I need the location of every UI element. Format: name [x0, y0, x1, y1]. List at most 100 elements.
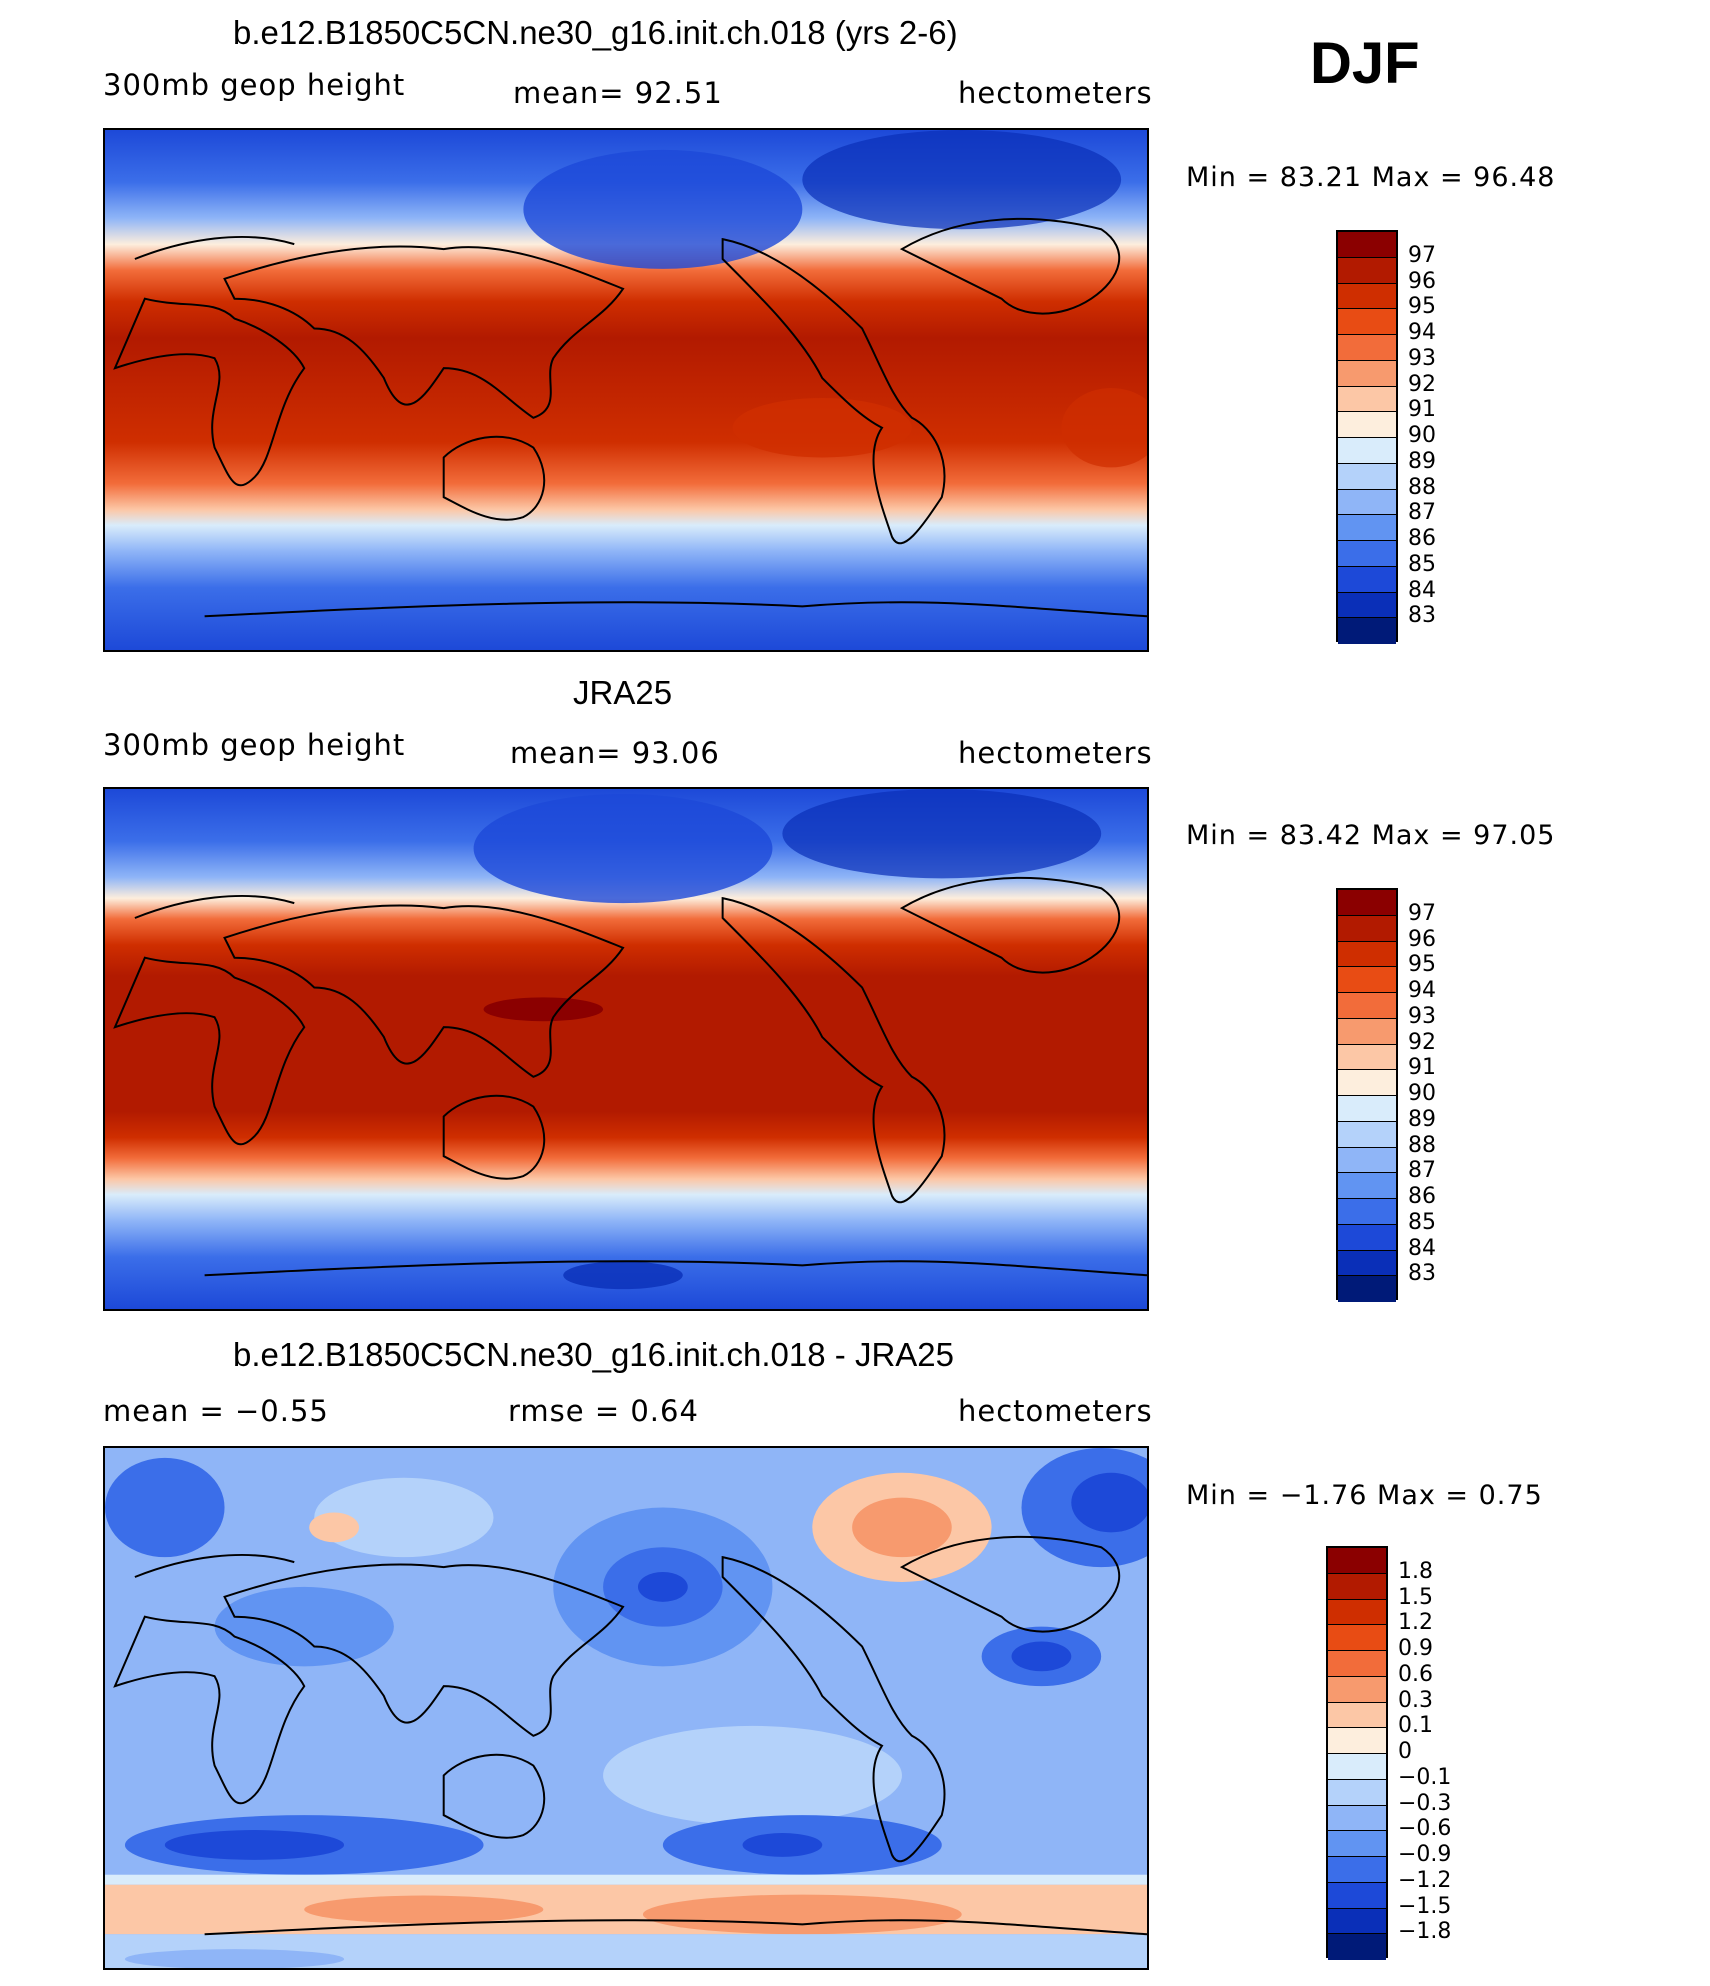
colorbar-swatch — [1338, 386, 1396, 413]
colorbar-tick-label: 86 — [1408, 526, 1436, 551]
colorbar-swatch — [1338, 1250, 1396, 1277]
colorbar-swatch — [1328, 1882, 1386, 1909]
colorbar-swatch — [1338, 1070, 1396, 1096]
colorbar-tick-label: −0.3 — [1398, 1790, 1452, 1816]
colorbar-swatch — [1338, 232, 1396, 258]
panel-2-colorbar — [1336, 888, 1398, 1302]
colorbar-swatch — [1328, 1754, 1386, 1780]
colorbar-tick-label: 92 — [1408, 371, 1436, 397]
colorbar-swatch — [1338, 566, 1396, 593]
colorbar-tick-label: 96 — [1408, 268, 1436, 294]
colorbar-swatch — [1338, 541, 1396, 567]
panel-1-title: b.e12.B1850C5CN.ne30_g16.init.ch.018 (yr… — [233, 14, 958, 51]
colorbar-swatch — [1338, 283, 1396, 310]
colorbar-tick-label: 96 — [1408, 926, 1436, 952]
panel-1-mean-label: mean= 92.51 — [513, 76, 723, 110]
colorbar-tick-label: 1.2 — [1398, 1610, 1433, 1636]
colorbar-swatch — [1338, 257, 1396, 284]
colorbar-tick-label: 84 — [1408, 1235, 1436, 1261]
colorbar-swatch — [1338, 438, 1396, 464]
colorbar-swatch — [1328, 1857, 1386, 1883]
colorbar-tick-label: 97 — [1408, 900, 1436, 926]
colorbar-swatch — [1328, 1625, 1386, 1651]
colorbar-tick-label: 88 — [1408, 474, 1436, 500]
colorbar-swatch — [1338, 515, 1396, 541]
colorbar-swatch — [1338, 1096, 1396, 1122]
colorbar-tick-label: 84 — [1408, 577, 1436, 603]
colorbar-swatch — [1338, 335, 1396, 361]
colorbar-swatch — [1328, 1599, 1386, 1626]
colorbar-swatch — [1338, 993, 1396, 1019]
colorbar-swatch — [1338, 1018, 1396, 1045]
panel-3-map — [103, 1446, 1149, 1970]
panel-2-units-label: hectometers — [958, 736, 1153, 770]
colorbar-swatch — [1328, 1573, 1386, 1600]
colorbar-swatch — [1338, 1147, 1396, 1174]
colorbar-swatch — [1328, 1651, 1386, 1677]
colorbar-swatch — [1328, 1908, 1386, 1935]
colorbar-tick-label: 89 — [1408, 448, 1436, 474]
colorbar-swatch — [1338, 489, 1396, 516]
panel-3-coastlines — [113, 1535, 1147, 1936]
colorbar-swatch — [1338, 915, 1396, 942]
panel-1-units-label: hectometers — [958, 76, 1153, 110]
colorbar-tick-label: 0.3 — [1398, 1687, 1433, 1713]
panel-1-variable-label: 300mb geop height — [103, 68, 406, 102]
panel-2-coastlines — [113, 876, 1147, 1277]
colorbar-tick-label: 90 — [1408, 1081, 1436, 1106]
colorbar-tick-label: 85 — [1408, 1209, 1436, 1235]
colorbar-swatch — [1338, 1044, 1396, 1071]
colorbar-swatch — [1338, 309, 1396, 335]
colorbar-tick-label: 83 — [1408, 1261, 1436, 1287]
colorbar-swatch — [1338, 463, 1396, 490]
panel-1-field — [105, 130, 1147, 650]
colorbar-swatch — [1328, 1805, 1386, 1832]
colorbar-swatch — [1328, 1702, 1386, 1729]
colorbar-swatch — [1338, 360, 1396, 387]
panel-1-map — [103, 128, 1149, 652]
panel-3-field — [105, 1448, 1147, 1968]
panel-2-mean-label: mean= 93.06 — [510, 736, 720, 770]
colorbar-swatch — [1328, 1934, 1386, 1960]
panel-2-field — [105, 789, 1147, 1309]
colorbar-tick-label: 0.1 — [1398, 1713, 1433, 1739]
colorbar-tick-label: 88 — [1408, 1132, 1436, 1158]
colorbar-tick-label: −0.9 — [1398, 1842, 1452, 1867]
colorbar-swatch — [1338, 967, 1396, 993]
colorbar-swatch — [1328, 1831, 1386, 1857]
colorbar-tick-label: 85 — [1408, 551, 1436, 577]
colorbar-tick-label: −0.6 — [1398, 1816, 1452, 1842]
colorbar-swatch — [1338, 592, 1396, 619]
panel-2-variable-label: 300mb geop height — [103, 728, 406, 762]
colorbar-tick-label: 86 — [1408, 1184, 1436, 1209]
colorbar-tick-label: −1.8 — [1398, 1919, 1452, 1945]
season-label: DJF — [1310, 31, 1420, 96]
colorbar-swatch — [1338, 412, 1396, 438]
colorbar-tick-label: 87 — [1408, 500, 1436, 526]
colorbar-tick-label: −1.5 — [1398, 1893, 1452, 1919]
colorbar-tick-label: 1.8 — [1398, 1558, 1433, 1584]
colorbar-tick-label: 90 — [1408, 423, 1436, 448]
panel-2-minmax: Min = 83.42 Max = 97.05 — [1186, 820, 1556, 851]
colorbar-tick-label: 95 — [1408, 294, 1436, 320]
panel-3-minmax: Min = −1.76 Max = 0.75 — [1186, 1480, 1543, 1511]
colorbar-tick-label: 0.9 — [1398, 1636, 1433, 1661]
panel-3-mean-label: mean = −0.55 — [103, 1394, 329, 1428]
colorbar-tick-label: 0.6 — [1398, 1661, 1433, 1687]
panel-3-rmse-label: rmse = 0.64 — [508, 1394, 699, 1428]
colorbar-tick-label: 92 — [1408, 1029, 1436, 1055]
colorbar-tick-label: −1.2 — [1398, 1867, 1452, 1893]
panel-2-title: JRA25 — [573, 674, 673, 711]
colorbar-tick-label: 83 — [1408, 603, 1436, 629]
panel-1-coastlines — [113, 217, 1147, 618]
colorbar-tick-label: 91 — [1408, 1055, 1436, 1081]
colorbar-tick-label: 87 — [1408, 1158, 1436, 1184]
colorbar-tick-label: 0 — [1398, 1739, 1412, 1764]
colorbar-swatch — [1338, 1199, 1396, 1225]
colorbar-tick-label: 95 — [1408, 952, 1436, 978]
colorbar-tick-label: 89 — [1408, 1106, 1436, 1132]
panel-2-map — [103, 787, 1149, 1311]
panel-3-colorbar — [1326, 1546, 1388, 1960]
colorbar-swatch — [1338, 941, 1396, 968]
colorbar-tick-label: 93 — [1408, 1003, 1436, 1029]
